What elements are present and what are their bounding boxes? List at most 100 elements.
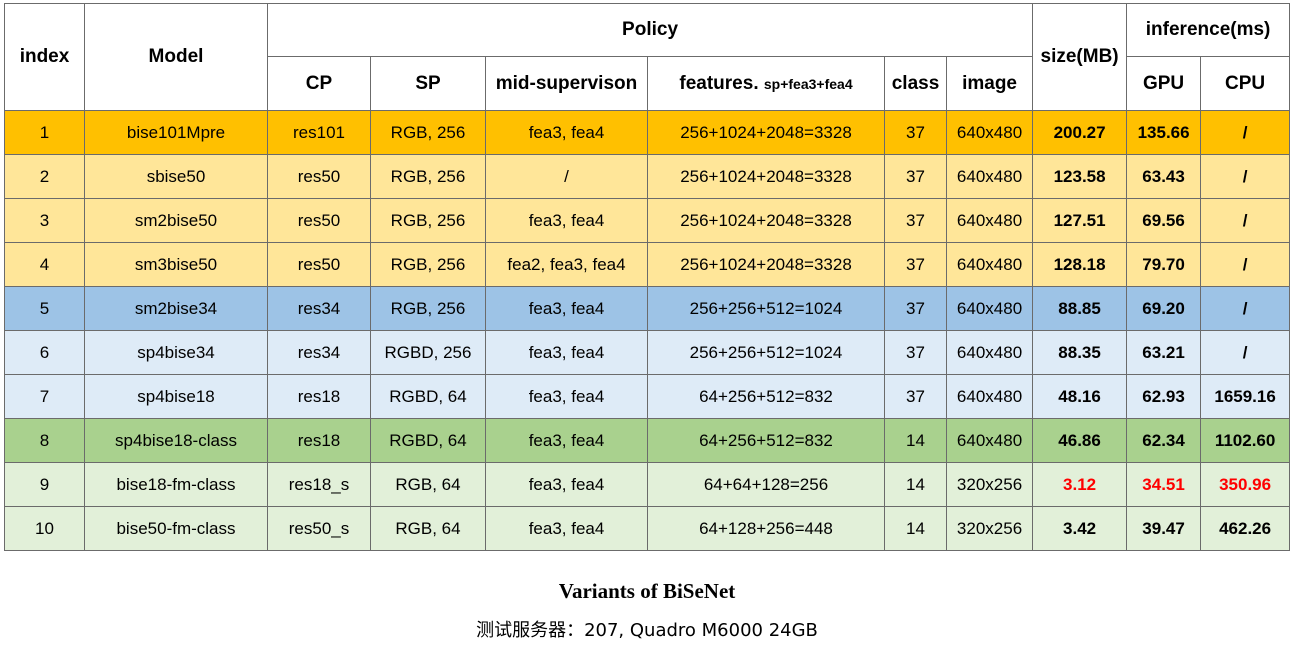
cell-cp: res50 (267, 198, 371, 243)
cell-cpu: 350.96 (1200, 462, 1291, 507)
cell-image: 640x480 (945, 330, 1034, 375)
header-features-detail: sp+fea3+fea4 (763, 75, 853, 92)
cell-gpu: 62.34 (1126, 418, 1202, 463)
cell-cpu: / (1200, 286, 1291, 331)
cell-mid: fea3, fea4 (485, 330, 648, 375)
table-row: 6 sp4bise34 res34 RGBD, 256 fea3, fea4 256+25… (4, 330, 1291, 375)
cell-mid: fea2, fea3, fea4 (485, 242, 648, 287)
cell-index: 6 (4, 330, 85, 375)
cell-cp: res34 (267, 286, 371, 331)
cell-cpu: 1102.60 (1200, 418, 1291, 463)
cell-features: 256+1024+2048=3328 (647, 242, 885, 287)
cell-image: 640x480 (945, 154, 1034, 199)
cell-gpu: 63.21 (1126, 330, 1202, 375)
table-row: 4 sm3bise50 res50 RGB, 256 fea2, fea3, fea4 2… (4, 242, 1291, 287)
cell-image: 640x480 (945, 286, 1034, 331)
table-row: 2 sbise50 res50 RGB, 256 / 256+1024+2048=3328… (4, 154, 1291, 199)
cell-model: sm2bise34 (84, 286, 268, 331)
cell-mid: fea3, fea4 (485, 286, 648, 331)
cell-gpu: 62.93 (1126, 374, 1202, 419)
cell-mid: fea3, fea4 (485, 418, 648, 463)
cell-gpu: 79.70 (1126, 242, 1202, 287)
cell-sp: RGBD, 64 (370, 374, 486, 419)
cell-index: 5 (4, 286, 85, 331)
cell-cpu: / (1200, 154, 1291, 199)
cell-index: 10 (4, 506, 85, 551)
cell-cp: res101 (267, 110, 371, 155)
header-mid-supervision: mid-supervison (485, 56, 648, 111)
header-size: size(MB) (1032, 3, 1128, 111)
header-cpu: CPU (1200, 56, 1291, 111)
header-model: Model (84, 3, 268, 111)
cell-gpu: 39.47 (1126, 506, 1202, 551)
header-policy: Policy (266, 3, 1034, 57)
cell-image: 640x480 (945, 198, 1034, 243)
cell-features: 256+256+512=1024 (647, 330, 885, 375)
cell-cp: res18_s (267, 462, 371, 507)
cell-image: 640x480 (945, 242, 1034, 287)
cell-gpu: 135.66 (1126, 110, 1202, 155)
header-sp: SP (370, 56, 486, 111)
cell-class: 37 (884, 286, 947, 331)
cell-cp: res50_s (267, 506, 371, 551)
cell-class: 37 (884, 110, 947, 155)
header-features: features. sp+fea3+fea4 (647, 56, 885, 111)
table-row: 9 bise18-fm-class res18_s RGB, 64 fea3, fea4… (4, 462, 1291, 507)
cell-gpu: 63.43 (1126, 154, 1202, 199)
cell-mid: fea3, fea4 (485, 110, 648, 155)
cell-features: 256+1024+2048=3328 (647, 154, 885, 199)
cell-cp: res50 (267, 242, 371, 287)
cell-gpu: 34.51 (1126, 462, 1202, 507)
cell-size: 88.35 (1032, 330, 1128, 375)
cell-size: 128.18 (1032, 242, 1128, 287)
cell-index: 2 (4, 154, 85, 199)
cell-mid: fea3, fea4 (485, 462, 648, 507)
cell-class: 37 (884, 330, 947, 375)
cell-gpu: 69.56 (1126, 198, 1202, 243)
cell-cpu: / (1200, 242, 1291, 287)
cell-features: 256+1024+2048=3328 (647, 198, 885, 243)
cell-gpu: 69.20 (1126, 286, 1202, 331)
cell-cp: res50 (267, 154, 371, 199)
cell-mid: fea3, fea4 (485, 506, 648, 551)
header-features-main: features. (679, 72, 759, 94)
cell-features: 64+64+128=256 (647, 462, 885, 507)
table-row: 1 bise101Mpre res101 RGB, 256 fea3, fea4 256+… (4, 110, 1291, 155)
cell-sp: RGB, 64 (370, 506, 486, 551)
cell-sp: RGB, 256 (370, 110, 486, 155)
server-note: 测试服务器：207, Quadro M6000 24GB (476, 620, 818, 641)
cell-size: 200.27 (1032, 110, 1128, 155)
cell-sp: RGBD, 256 (370, 330, 486, 375)
cell-model: sp4bise18-class (84, 418, 268, 463)
cell-mid: fea3, fea4 (485, 374, 648, 419)
cell-cpu: 1659.16 (1200, 374, 1291, 419)
cell-model: sbise50 (84, 154, 268, 199)
cell-size: 127.51 (1032, 198, 1128, 243)
cell-size: 3.12 (1032, 462, 1128, 507)
cell-cpu: / (1200, 110, 1291, 155)
cell-index: 4 (4, 242, 85, 287)
cell-cp: res18 (267, 418, 371, 463)
cell-class: 37 (884, 374, 947, 419)
cell-index: 8 (4, 418, 85, 463)
cell-cp: res34 (267, 330, 371, 375)
table-row: 8 sp4bise18-class res18 RGBD, 64 fea3, fea4 6… (4, 418, 1291, 463)
cell-size: 3.42 (1032, 506, 1128, 551)
cell-mid: fea3, fea4 (485, 198, 648, 243)
header-gpu: GPU (1126, 56, 1202, 111)
cell-index: 3 (4, 198, 85, 243)
cell-class: 37 (884, 242, 947, 287)
header-index: index (4, 3, 85, 111)
cell-sp: RGB, 256 (370, 242, 486, 287)
cell-size: 48.16 (1032, 374, 1128, 419)
cell-image: 640x480 (945, 110, 1034, 155)
cell-model: sm2bise50 (84, 198, 268, 243)
table-body: 1 bise101Mpre res101 RGB, 256 fea3, fea4 256+… (4, 110, 1291, 551)
cell-size: 46.86 (1032, 418, 1128, 463)
cell-model: bise50-fm-class (84, 506, 268, 551)
cell-sp: RGB, 256 (370, 154, 486, 199)
cell-sp: RGB, 256 (370, 198, 486, 243)
cell-cp: res18 (267, 374, 371, 419)
cell-model: sm3bise50 (84, 242, 268, 287)
table-row: 7 sp4bise18 res18 RGBD, 64 fea3, fea4 64+256+… (4, 374, 1291, 419)
